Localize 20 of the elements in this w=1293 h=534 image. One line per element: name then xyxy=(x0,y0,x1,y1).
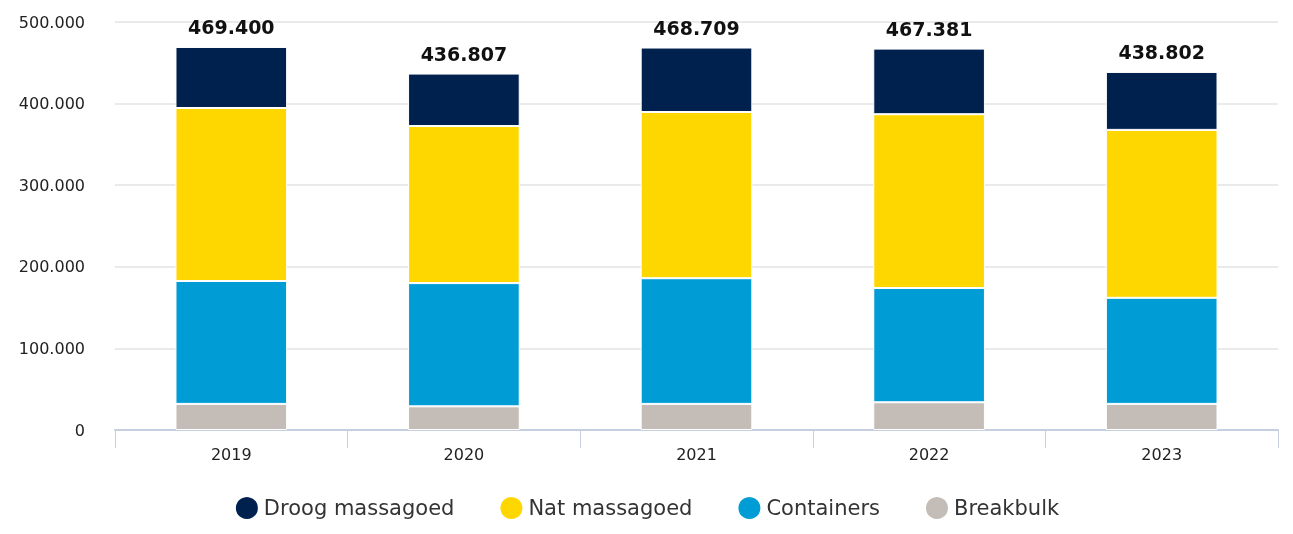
total-label: 438.802 xyxy=(1118,41,1205,64)
x-tick-label: 2021 xyxy=(676,444,717,464)
y-tick-label: 400.000 xyxy=(18,94,85,114)
y-tick-label: 100.000 xyxy=(18,338,85,358)
x-tick-label: 2019 xyxy=(210,444,252,464)
y-tick-label: 0 xyxy=(74,420,85,440)
legend-label: Breakbulk xyxy=(953,496,1060,520)
legend-label: Droog massagoed xyxy=(263,496,455,520)
x-tick-label: 2020 xyxy=(443,444,485,464)
x-tick-label: 2022 xyxy=(908,444,950,464)
total-label: 469.400 xyxy=(188,16,275,39)
total-label: 468.709 xyxy=(653,17,740,40)
y-tick-label: 200.000 xyxy=(18,257,85,277)
y-tick-label: 500.000 xyxy=(18,12,85,32)
legend-label: Containers xyxy=(766,496,880,520)
x-tick-label: 2023 xyxy=(1141,444,1183,464)
y-tick-label: 300.000 xyxy=(18,175,85,195)
total-label: 436.807 xyxy=(420,43,508,66)
total-label: 467.381 xyxy=(885,18,973,41)
legend-label: Nat massagoed xyxy=(528,496,693,520)
